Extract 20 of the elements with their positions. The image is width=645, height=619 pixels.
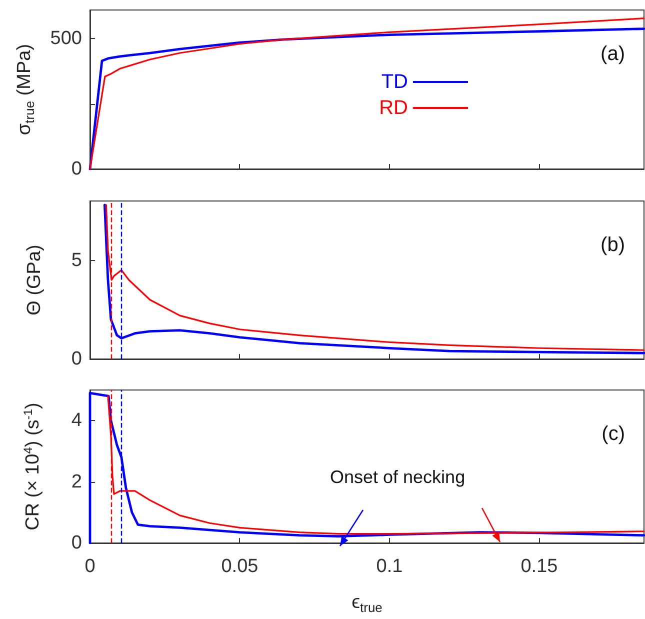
x-tick-label: 0.1 bbox=[376, 556, 403, 577]
y-tick-label: 5 bbox=[71, 250, 82, 271]
y-axis-title: Θ (GPa) bbox=[24, 244, 45, 316]
y-axis-title: σtrue (MPa) bbox=[14, 44, 37, 136]
y-tick-label: 2 bbox=[71, 471, 82, 492]
y-axis-title: CR (× 104) (s-1) bbox=[21, 402, 44, 530]
y-tick-label: 4 bbox=[71, 410, 82, 432]
legend-label: RD bbox=[379, 97, 408, 119]
x-tick-label: 0.15 bbox=[520, 556, 558, 577]
legend-label: TD bbox=[381, 71, 408, 93]
annotation: (b) bbox=[600, 234, 626, 256]
annotation: (a) bbox=[600, 43, 626, 65]
annotation: (c) bbox=[602, 423, 626, 445]
y-tick-label: 500 bbox=[50, 28, 82, 50]
y-tick-label: 0 bbox=[71, 158, 82, 180]
y-tick-label: 0 bbox=[71, 348, 82, 370]
x-tick-label: 0.05 bbox=[221, 556, 258, 577]
annotation: Onset of necking bbox=[330, 467, 466, 487]
x-tick-label: 0 bbox=[84, 556, 96, 577]
y-tick-label: 0 bbox=[71, 532, 82, 554]
